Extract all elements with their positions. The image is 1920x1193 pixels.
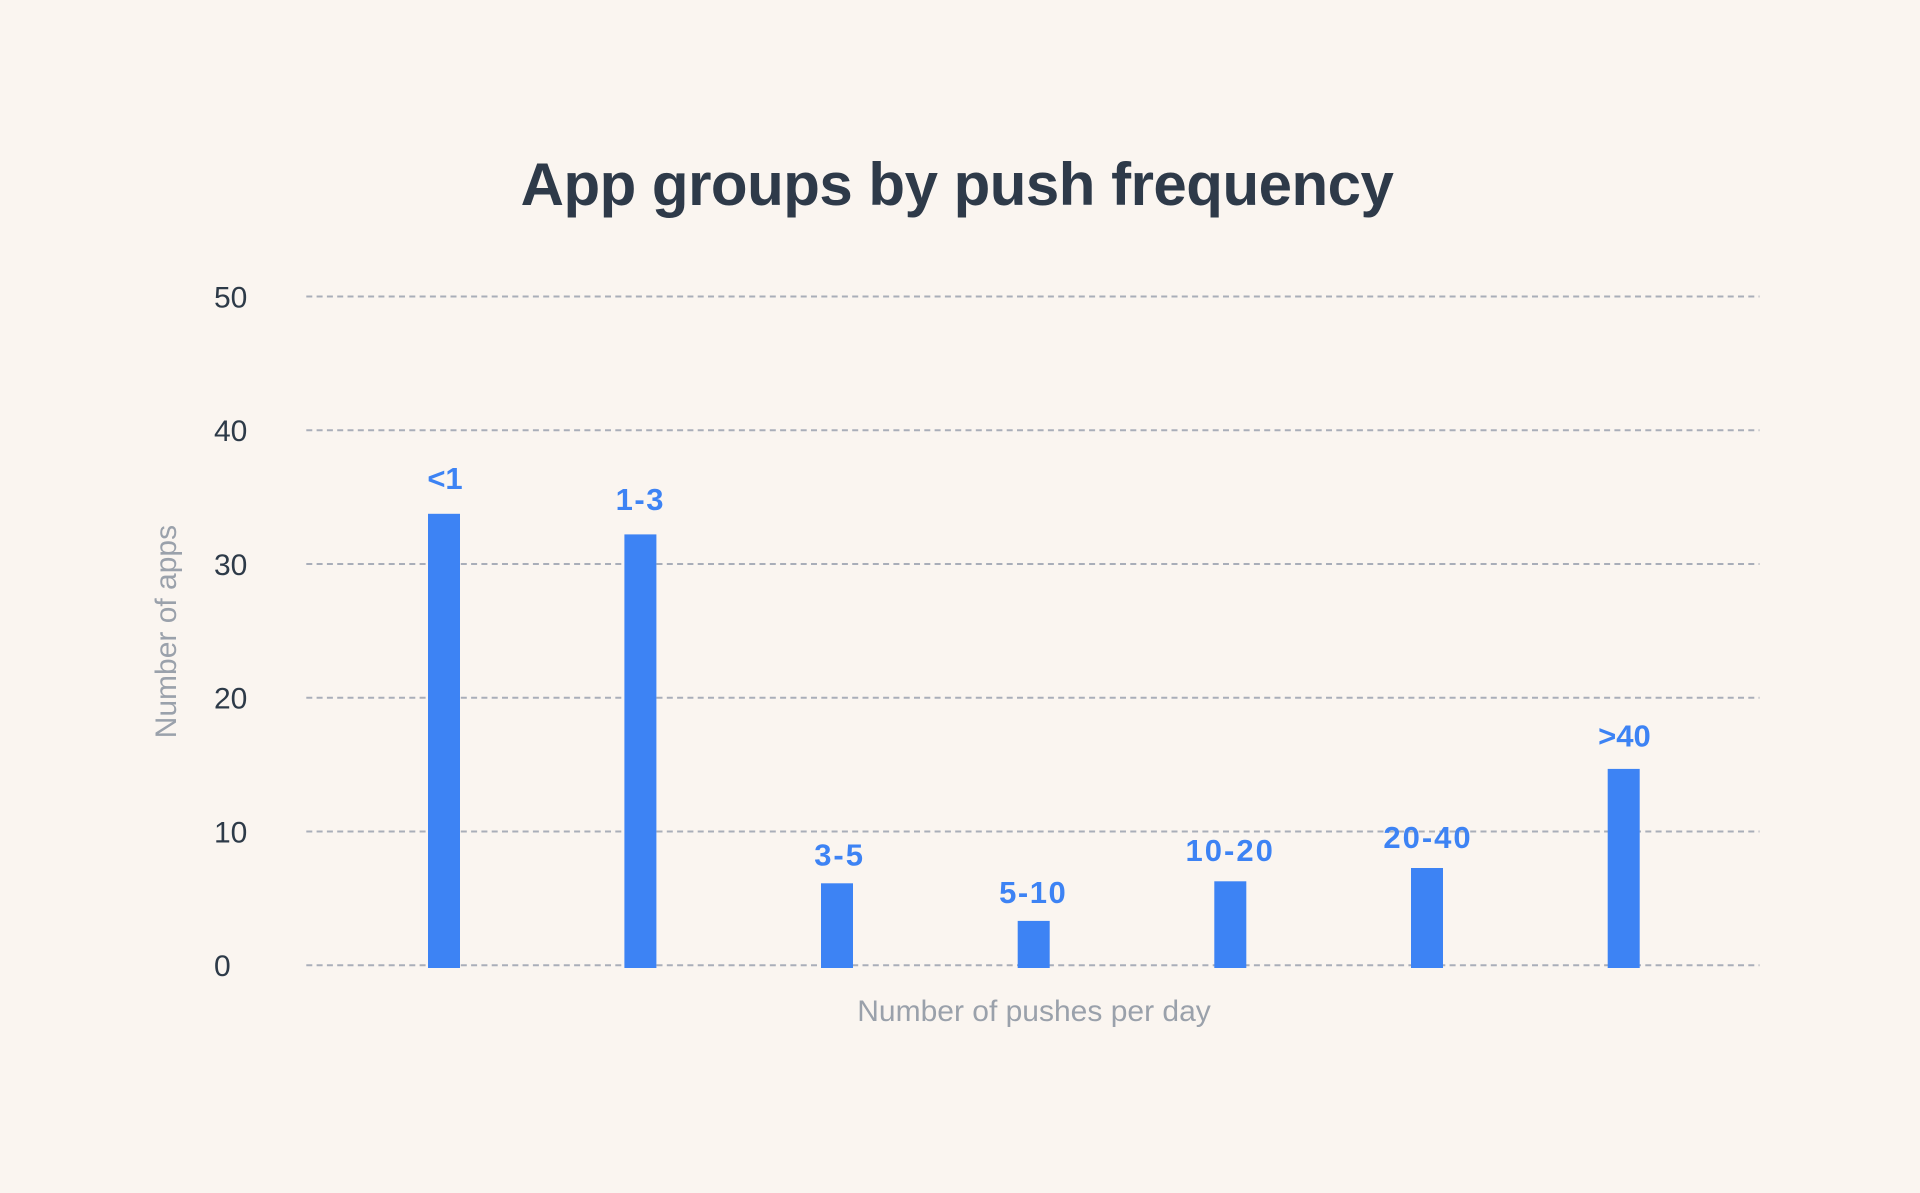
svg-text:3-5: 3-5 [814, 838, 865, 873]
svg-text:Number of pushes per day: Number of pushes per day [857, 995, 1211, 1028]
svg-text:10: 10 [214, 817, 247, 850]
svg-text:0: 0 [214, 950, 231, 983]
svg-text:30: 30 [214, 549, 247, 582]
svg-text:20: 20 [214, 683, 247, 716]
svg-text:50: 50 [214, 282, 247, 315]
svg-text:App groups by push frequency: App groups by push frequency [521, 151, 1395, 218]
svg-text:40: 40 [214, 415, 247, 448]
svg-text:5-10: 5-10 [999, 875, 1067, 910]
svg-text:10-20: 10-20 [1186, 833, 1275, 868]
svg-text:1-3: 1-3 [616, 482, 665, 517]
svg-text:>40: >40 [1598, 719, 1651, 754]
svg-text:<1: <1 [427, 461, 462, 496]
svg-text:Number of apps: Number of apps [150, 525, 183, 738]
svg-text:20-40: 20-40 [1383, 820, 1472, 855]
